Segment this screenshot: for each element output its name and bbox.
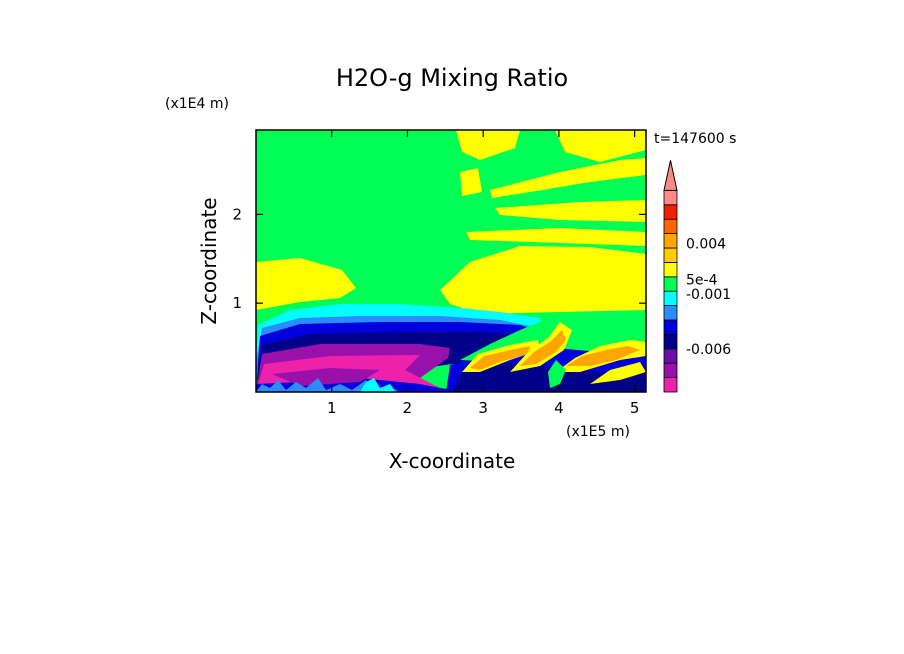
contour-band bbox=[495, 200, 646, 222]
contour-band bbox=[555, 130, 646, 162]
contour-band bbox=[460, 168, 482, 196]
contour-band-surface-noise bbox=[360, 378, 396, 392]
x-tick-label: 4 bbox=[554, 399, 564, 417]
contour-band-upper-right bbox=[440, 246, 646, 314]
x-tick-label: 2 bbox=[403, 399, 413, 417]
chart-title: H2O-g Mixing Ratio bbox=[336, 64, 568, 92]
x-axis: 1 2 3 4 5 bbox=[327, 130, 639, 417]
colorbar-extend-arrow bbox=[663, 160, 678, 191]
contour-band-plume-orange-3 bbox=[566, 346, 640, 366]
contour-field bbox=[256, 130, 646, 392]
y-axis-label: Z-coordinate bbox=[197, 197, 221, 324]
y-tick-label: 2 bbox=[232, 205, 242, 223]
contour-band-plume-orange-2 bbox=[520, 330, 566, 366]
colorbar-segment bbox=[663, 189, 678, 206]
colorbar-segment bbox=[663, 333, 678, 350]
colorbar-segment bbox=[663, 319, 678, 335]
colorbar-label: 5e-4 bbox=[686, 273, 718, 289]
y-scale-label: (x1E4 m) bbox=[165, 96, 229, 112]
colorbar-segment bbox=[663, 247, 678, 263]
time-label: t=147600 s bbox=[654, 131, 736, 147]
colorbar-segment bbox=[663, 233, 678, 249]
x-scale-label: (x1E5 m) bbox=[566, 424, 630, 440]
colorbar-segment bbox=[663, 261, 678, 278]
colorbar-segment bbox=[663, 276, 678, 292]
colorbar-segment bbox=[663, 204, 678, 220]
colorbar-segment bbox=[663, 218, 678, 234]
contour-band-upper-left bbox=[256, 258, 356, 310]
contour-band-plume-yellow-4 bbox=[590, 362, 646, 384]
contour-band bbox=[466, 228, 646, 246]
y-axis: 12 bbox=[232, 205, 646, 312]
x-tick-label: 5 bbox=[630, 399, 640, 417]
y-tick-label: 1 bbox=[232, 294, 242, 312]
contour-band-plume-orange-1 bbox=[470, 346, 530, 370]
contour-band-plume-yellow-2 bbox=[510, 322, 572, 372]
colorbar-label: -0.001 bbox=[686, 287, 731, 303]
plot-frame bbox=[255, 129, 647, 393]
contour-band bbox=[456, 130, 520, 160]
contour-band bbox=[490, 158, 646, 198]
x-tick-label: 3 bbox=[478, 399, 488, 417]
colorbar-segment bbox=[663, 362, 678, 379]
colorbar-segment bbox=[663, 305, 678, 321]
x-axis-label: X-coordinate bbox=[389, 449, 516, 473]
colorbar-segment bbox=[663, 290, 678, 307]
x-tick-label: 1 bbox=[327, 399, 337, 417]
colorbar-label: -0.006 bbox=[686, 342, 731, 358]
upper-moist-bands bbox=[456, 130, 646, 246]
contour-band-plume-green bbox=[548, 360, 566, 388]
colorbar-segment bbox=[663, 377, 678, 393]
colorbar-label: 0.004 bbox=[686, 237, 726, 253]
contour-band-magenta-core bbox=[272, 368, 380, 386]
colorbar-segment bbox=[663, 348, 678, 364]
